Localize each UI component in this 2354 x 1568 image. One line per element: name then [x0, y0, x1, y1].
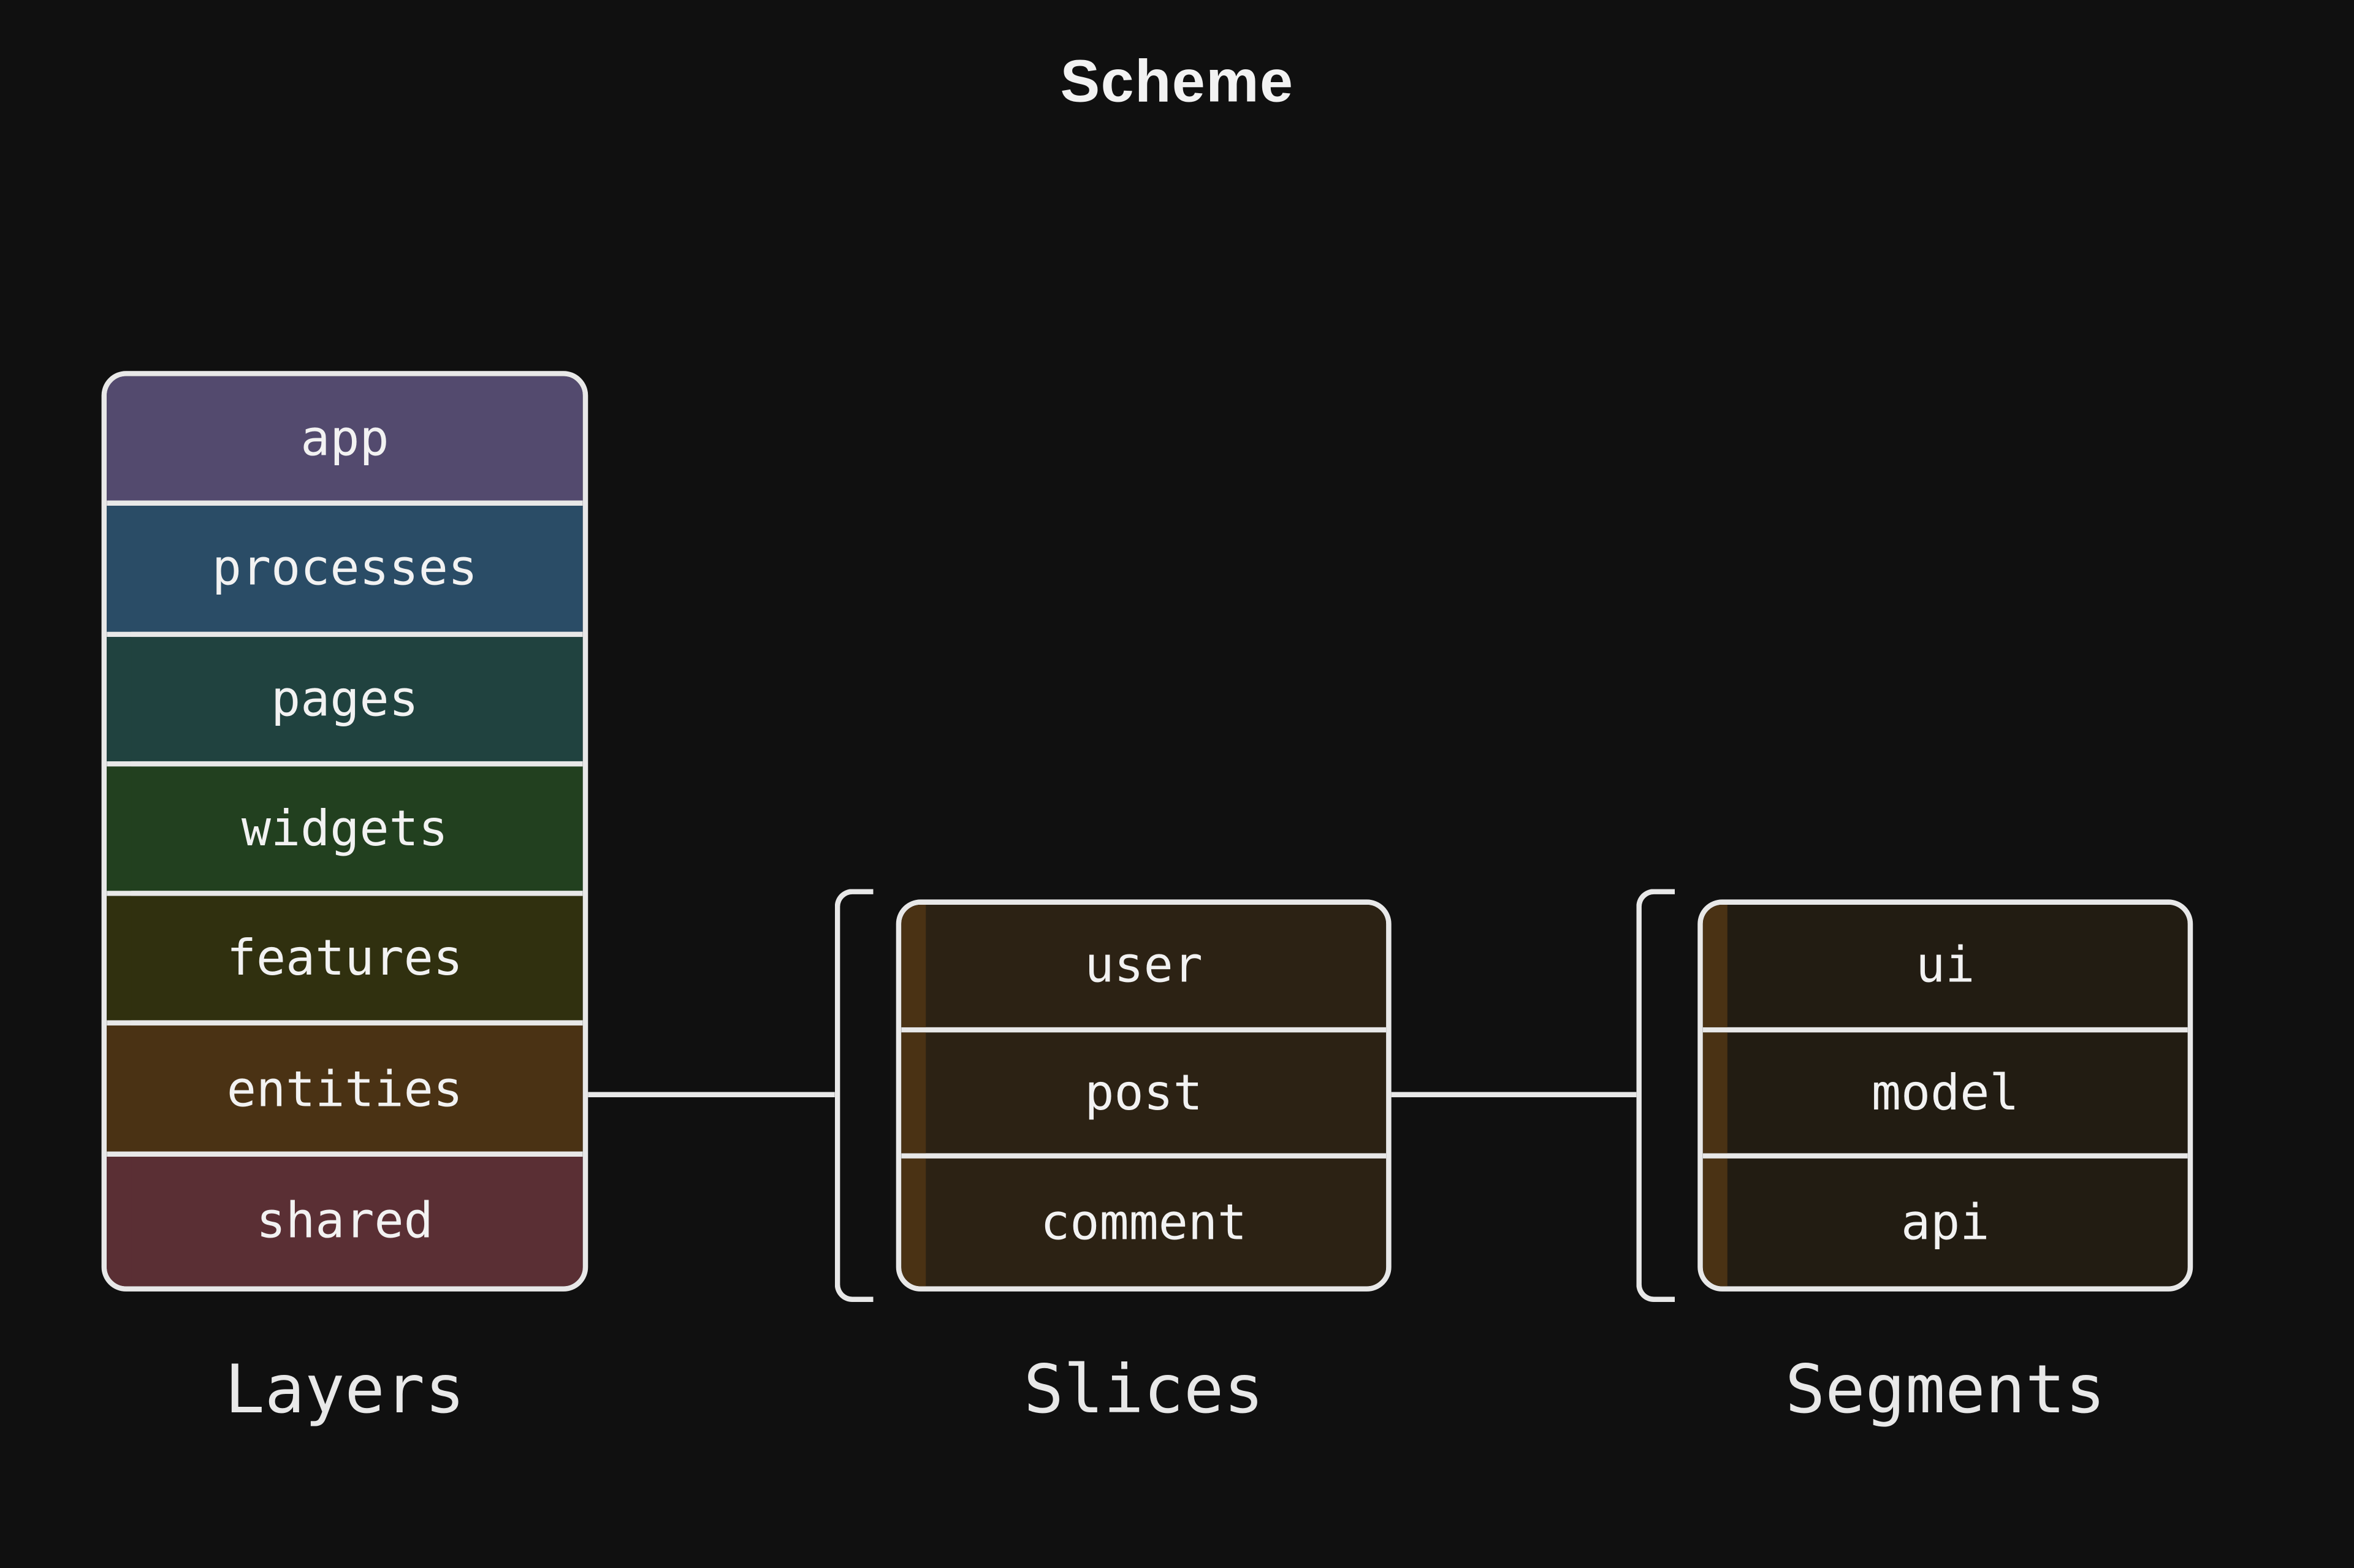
- layers-row-accent: [107, 1156, 131, 1286]
- layers-row: processes: [107, 506, 583, 636]
- segments-row-accent: [1703, 1032, 1727, 1154]
- slices-row-accent: [901, 1159, 926, 1287]
- connector-line: [588, 1092, 835, 1097]
- connector-line: [1392, 1092, 1637, 1097]
- layers-panel: app processes pages widgets features entities…: [102, 371, 588, 1292]
- slices-row: post: [901, 1032, 1386, 1160]
- layers-row: widgets: [107, 766, 583, 896]
- layers-row-label: pages: [271, 670, 419, 728]
- segments-row: api: [1703, 1159, 2188, 1287]
- layers-row: entities: [107, 1026, 583, 1156]
- segments-row: ui: [1703, 905, 2188, 1032]
- slices-row-label: user: [1084, 937, 1203, 994]
- layers-row: app: [107, 376, 583, 506]
- layers-row-label: features: [227, 930, 463, 988]
- slices-row-label: comment: [1040, 1194, 1247, 1252]
- layers-row: pages: [107, 636, 583, 766]
- layers-row-label: entities: [227, 1060, 463, 1117]
- segments-bracket: [1636, 889, 1675, 1302]
- segments-row: model: [1703, 1032, 2188, 1160]
- layers-row-label: widgets: [242, 800, 448, 858]
- segments-row-label: ui: [1916, 937, 1975, 994]
- segments-row-label: model: [1872, 1064, 2019, 1122]
- segments-row-label: api: [1901, 1194, 1989, 1252]
- diagram-stage: Scheme app processes pages widgets features e…: [0, 0, 2354, 1568]
- slices-row-accent: [901, 1032, 926, 1154]
- layers-row-label: shared: [256, 1192, 433, 1250]
- segments-panel: ui model api: [1697, 899, 2193, 1292]
- layers-row-accent: [107, 506, 131, 631]
- layers-row-accent: [107, 766, 131, 891]
- layers-row: shared: [107, 1156, 583, 1286]
- layers-row-accent: [107, 896, 131, 1021]
- slices-panel: user post comment: [896, 899, 1392, 1292]
- layers-row: features: [107, 896, 583, 1026]
- layers-row-label: app: [300, 409, 389, 467]
- diagram-title: Scheme: [0, 49, 2354, 117]
- segments-row-accent: [1703, 905, 1727, 1027]
- slices-bracket: [835, 889, 874, 1302]
- slices-label: Slices: [896, 1351, 1392, 1428]
- layers-row-label: processes: [212, 540, 478, 598]
- layers-label: Layers: [102, 1351, 588, 1428]
- layers-row-accent: [107, 376, 131, 501]
- slices-row-accent: [901, 905, 926, 1027]
- slices-row-label: post: [1084, 1064, 1203, 1122]
- segments-row-accent: [1703, 1159, 1727, 1287]
- segments-label: Segments: [1697, 1351, 2193, 1428]
- slices-row: user: [901, 905, 1386, 1032]
- layers-row-accent: [107, 1026, 131, 1151]
- slices-row: comment: [901, 1159, 1386, 1287]
- layers-row-accent: [107, 636, 131, 761]
